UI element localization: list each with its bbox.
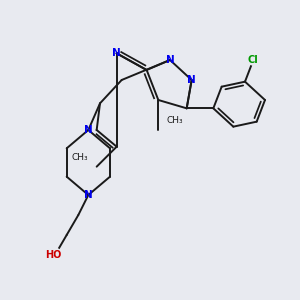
Text: HO: HO (45, 250, 62, 260)
Text: N: N (187, 75, 196, 85)
Text: CH₃: CH₃ (167, 116, 183, 125)
Text: N: N (166, 55, 174, 65)
Text: CH₃: CH₃ (72, 153, 88, 162)
Text: N: N (112, 48, 121, 58)
Text: Cl: Cl (248, 55, 259, 65)
Text: N: N (84, 125, 93, 135)
Text: N: N (84, 190, 93, 200)
